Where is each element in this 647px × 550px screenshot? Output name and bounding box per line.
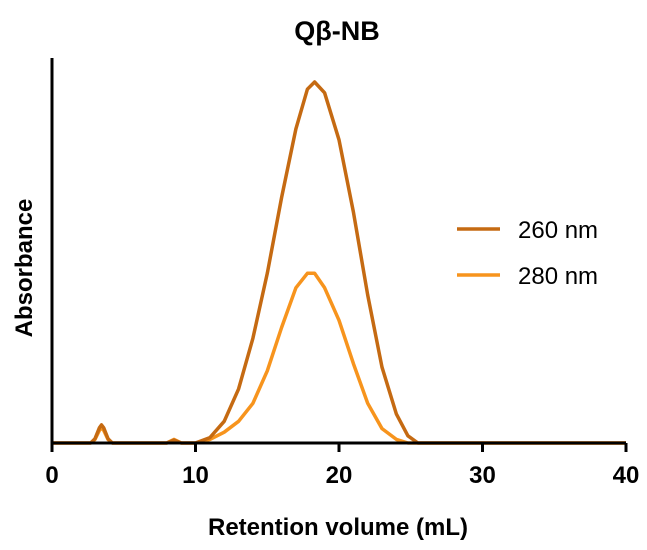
legend-label: 280 nm [518,263,598,290]
x-tick-label: 10 [182,462,209,489]
y-axis-label: Absorbance [11,199,38,338]
chart-title: Qβ-NB [294,16,379,46]
series-line-280-nm [52,271,626,445]
plot-lines [52,80,626,445]
legend-label: 260 nm [518,217,598,244]
x-ticks: 0 10 20 30 40 [45,443,639,489]
x-tick-label: 30 [469,462,496,489]
x-axis-label: Retention volume (mL) [208,514,468,541]
series-line-260-nm [52,80,626,445]
legend: 260 nm 280 nm [457,217,598,290]
x-tick-label: 40 [613,462,640,489]
x-tick-label: 0 [45,462,58,489]
x-tick-label: 20 [326,462,353,489]
